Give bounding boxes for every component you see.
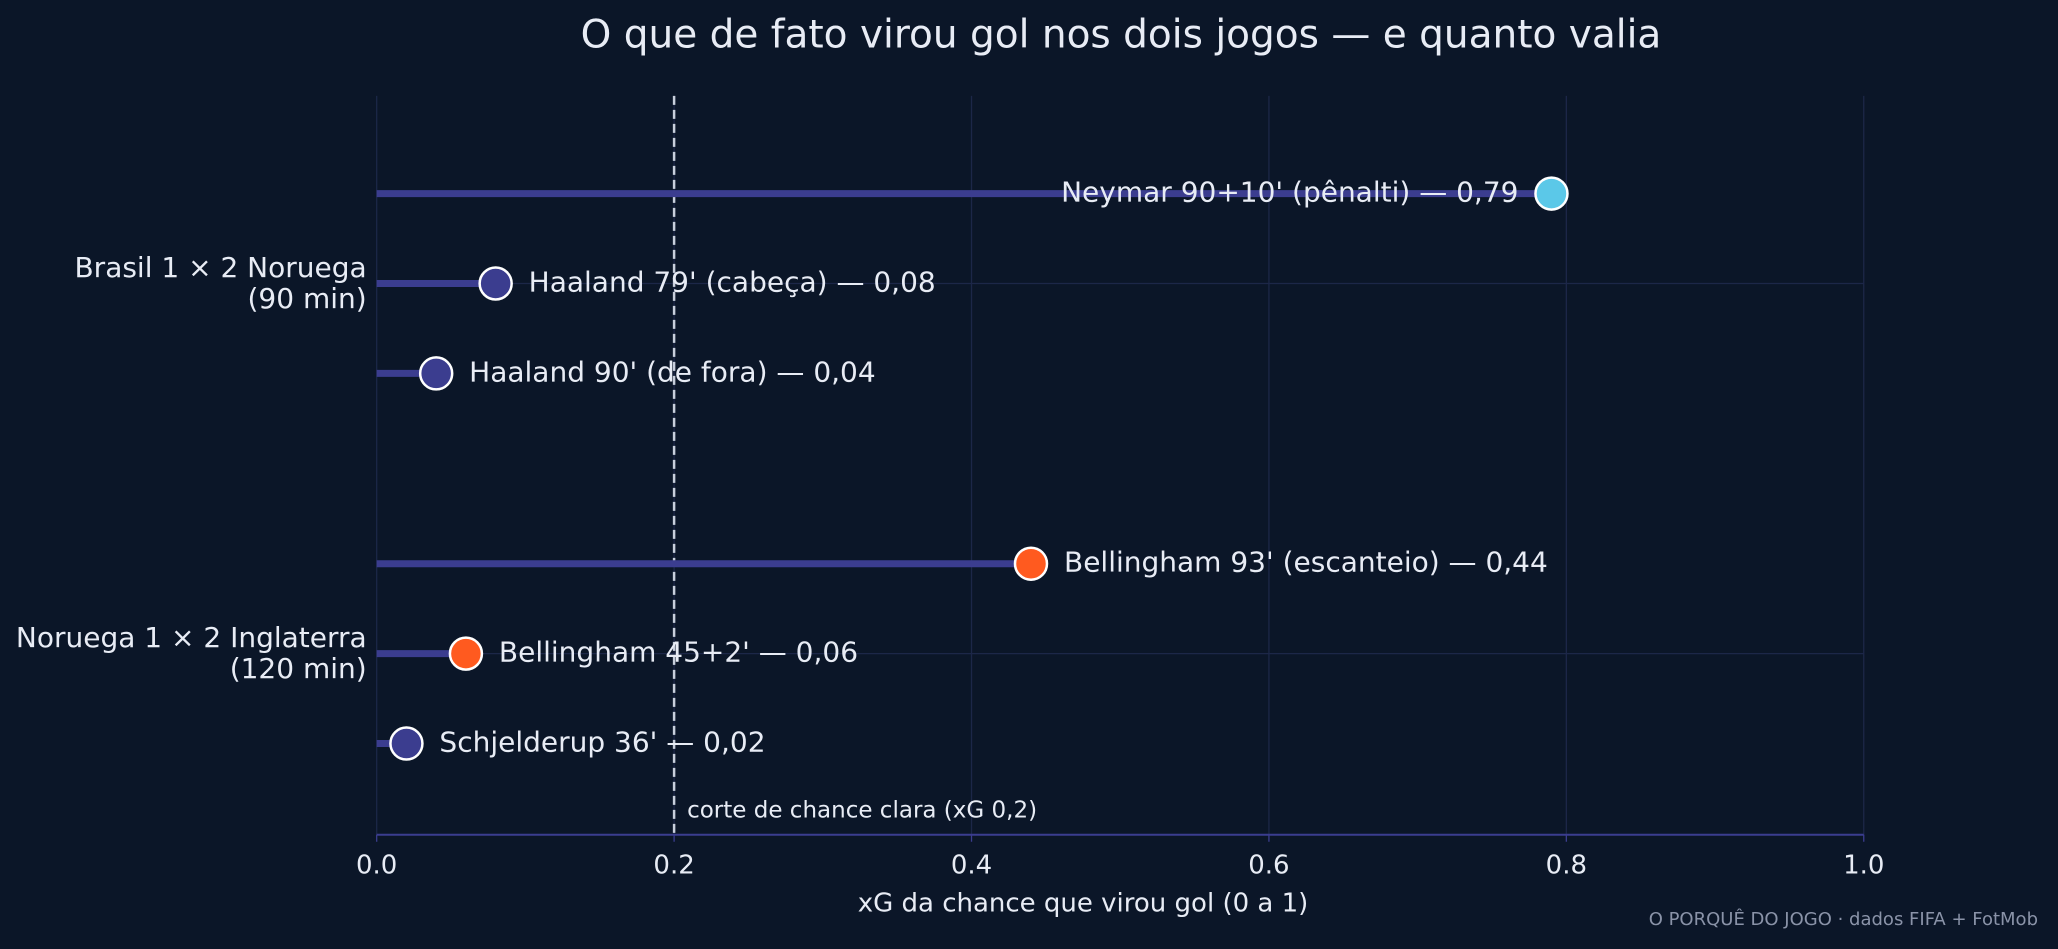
- value-label: Bellingham 45+2' — 0,06: [499, 636, 858, 669]
- value-label: Neymar 90+10' (pênalti) — 0,79: [1061, 176, 1518, 209]
- group-label: (120 min): [230, 652, 367, 685]
- group-label: (90 min): [248, 282, 367, 315]
- dot: [389, 726, 424, 761]
- dot: [1013, 546, 1049, 581]
- reference-label: corte de chance clara (xG 0,2): [687, 798, 1037, 824]
- x-tick-label: 0.6: [1248, 850, 1289, 880]
- footer: O PORQUÊ DO JOGO · dados FIFA + FotMob: [1649, 908, 2038, 930]
- x-tick-label: 0.2: [653, 850, 694, 880]
- dot: [448, 636, 484, 671]
- dot: [1534, 176, 1569, 211]
- x-tick-label: 0.8: [1546, 850, 1587, 880]
- dot: [478, 266, 513, 301]
- x-tick-label: 0.4: [951, 850, 992, 880]
- group-label: Noruega 1 × 2 Inglaterra: [16, 621, 367, 654]
- x-tick-label: 0.0: [356, 850, 397, 880]
- value-label: Haaland 79' (cabeça) — 0,08: [529, 266, 936, 299]
- value-label: Haaland 90' (de fora) — 0,04: [469, 355, 876, 388]
- value-label: Schjelderup 36' — 0,02: [439, 726, 765, 759]
- dot: [418, 356, 454, 391]
- group-label: Brasil 1 × 2 Noruega: [74, 251, 366, 284]
- x-axis-label: xG da chance que virou gol (0 a 1): [858, 889, 1309, 919]
- chart-title: O que de fato virou gol nos dois jogos —…: [581, 13, 1662, 58]
- x-tick-label: 1.0: [1843, 850, 1884, 880]
- value-label: Bellingham 93' (escanteio) — 0,44: [1064, 546, 1548, 579]
